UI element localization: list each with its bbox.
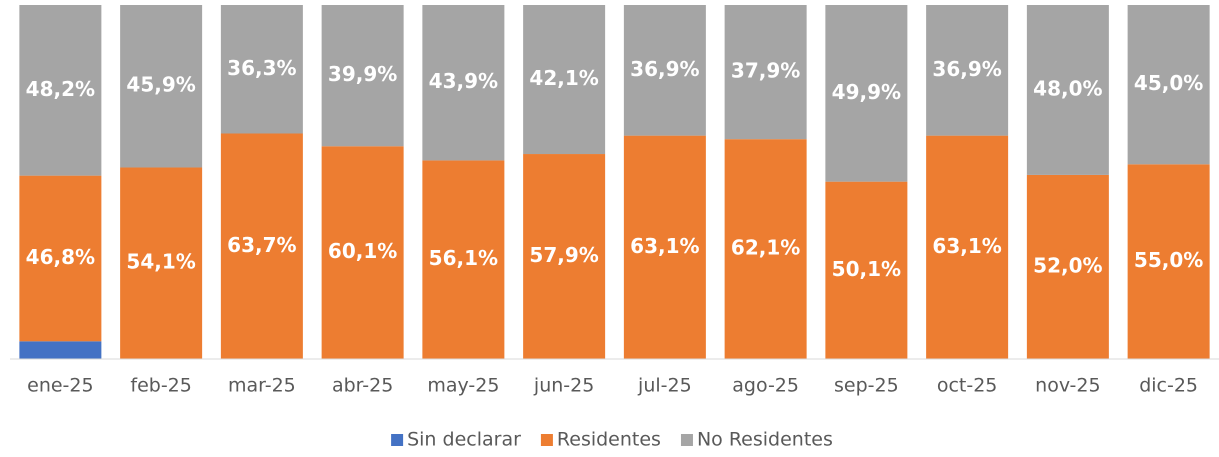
data-label: 37,9% — [731, 59, 800, 83]
x-tick-label: dic-25 — [1139, 375, 1198, 397]
bar-segment — [321, 146, 404, 359]
bar-segment — [1026, 174, 1109, 359]
data-label: 46,8% — [26, 245, 95, 269]
x-tick-label: abr-25 — [332, 375, 393, 397]
bar-segment — [1127, 164, 1210, 359]
data-label: 56,1% — [429, 246, 498, 270]
bar-segment — [19, 5, 102, 176]
x-tick-label: may-25 — [427, 375, 499, 397]
data-label: 55,0% — [1134, 248, 1203, 272]
data-label: 49,9% — [832, 80, 901, 104]
bar-segment — [523, 5, 606, 155]
data-label: 63,1% — [630, 234, 699, 258]
bar-segment — [825, 181, 908, 359]
data-label: 39,9% — [328, 62, 397, 86]
bar-segment — [19, 175, 102, 342]
bar-segment — [825, 5, 908, 182]
legend-label: Sin declarar — [407, 429, 521, 451]
bar-segment — [1026, 5, 1109, 175]
data-label: 36,3% — [227, 56, 296, 80]
bar-segment — [220, 5, 303, 134]
x-tick-label: sep-25 — [834, 375, 899, 397]
x-tick-label: ene-25 — [27, 375, 93, 397]
bar-segment — [523, 154, 606, 359]
bar-segment — [623, 5, 706, 136]
data-label: 48,0% — [1033, 76, 1102, 100]
data-label: 63,1% — [932, 234, 1001, 258]
data-label: 57,9% — [529, 243, 598, 267]
bar-segment — [19, 341, 102, 359]
data-label: 45,9% — [126, 73, 195, 97]
bar-segment — [623, 135, 706, 359]
data-label: 60,1% — [328, 239, 397, 263]
x-tick-label: jul-25 — [637, 375, 692, 397]
x-tick-label: nov-25 — [1035, 375, 1100, 397]
data-label: 54,1% — [126, 250, 195, 274]
bar-segment — [321, 5, 404, 147]
data-label: 43,9% — [429, 69, 498, 93]
bar-segment — [220, 133, 303, 359]
bar-segment — [926, 135, 1009, 359]
bar-segment — [422, 5, 505, 161]
x-tick-label: ago-25 — [732, 375, 799, 397]
bar-segment — [422, 160, 505, 359]
data-label: 50,1% — [832, 257, 901, 281]
bar-segment — [724, 5, 807, 140]
data-label: 63,7% — [227, 233, 296, 257]
x-tick-label: feb-25 — [130, 375, 191, 397]
x-tick-label: oct-25 — [937, 375, 998, 397]
legend-label: Residentes — [557, 429, 661, 451]
data-label: 52,0% — [1033, 253, 1102, 277]
bar-segment — [120, 167, 203, 359]
bar-segment — [1127, 5, 1210, 165]
legend-swatch — [680, 434, 693, 446]
legend-label: No Residentes — [697, 429, 833, 451]
data-label: 48,2% — [26, 77, 95, 101]
data-label: 36,9% — [630, 57, 699, 81]
data-label: 36,9% — [932, 57, 1001, 81]
x-tick-label: mar-25 — [228, 375, 296, 397]
data-label: 62,1% — [731, 236, 800, 260]
data-label: 42,1% — [529, 66, 598, 90]
bar-segment — [926, 5, 1009, 136]
legend-swatch — [391, 434, 404, 446]
bar-segment — [724, 139, 807, 359]
bar-segment — [120, 5, 203, 168]
data-label: 45,0% — [1134, 71, 1203, 95]
legend-swatch — [540, 434, 553, 446]
x-tick-label: jun-25 — [533, 375, 594, 397]
